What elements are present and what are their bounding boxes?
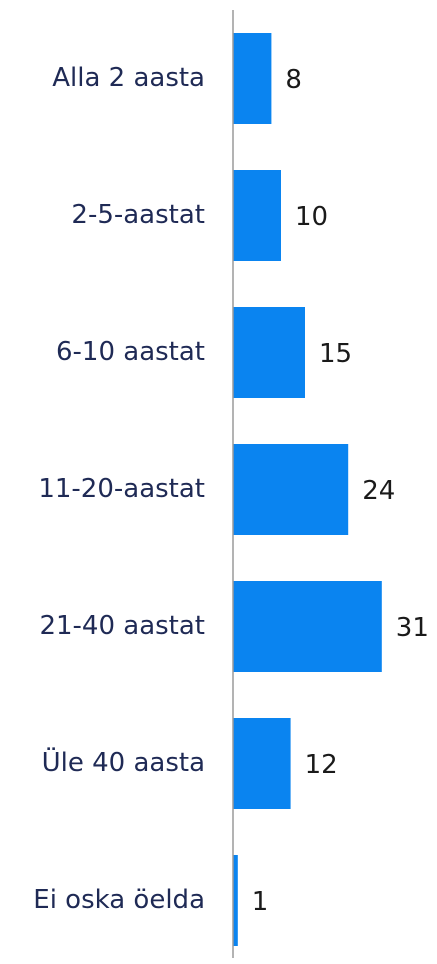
data-label: 31	[396, 613, 429, 643]
category-label: 21-40 aastat	[39, 611, 205, 641]
bar	[233, 33, 272, 124]
category-label: 11-20-aastat	[38, 474, 205, 504]
bar	[233, 444, 349, 535]
category-label: 6-10 aastat	[56, 337, 205, 367]
category-labels-group: Alla 2 aasta 2-5-aastat 6-10 aastat 11-20-a…	[33, 63, 205, 915]
data-label: 10	[295, 202, 328, 232]
category-label: Üle 40 aasta	[42, 746, 205, 778]
bar	[233, 855, 238, 946]
category-label: 2-5-aastat	[71, 200, 205, 230]
bar	[233, 581, 382, 672]
data-label: 24	[362, 476, 395, 506]
data-label: 1	[252, 887, 269, 917]
bar	[233, 718, 291, 809]
data-label: 8	[285, 65, 302, 95]
bars-group	[233, 33, 382, 946]
value-labels-group: 8 10 15 24 31 12 1	[252, 65, 429, 917]
data-label: 15	[319, 339, 352, 369]
bar	[233, 170, 281, 261]
bar	[233, 307, 305, 398]
category-label: Ei oska öelda	[33, 885, 205, 915]
data-label: 12	[305, 750, 338, 780]
category-label: Alla 2 aasta	[52, 63, 205, 93]
